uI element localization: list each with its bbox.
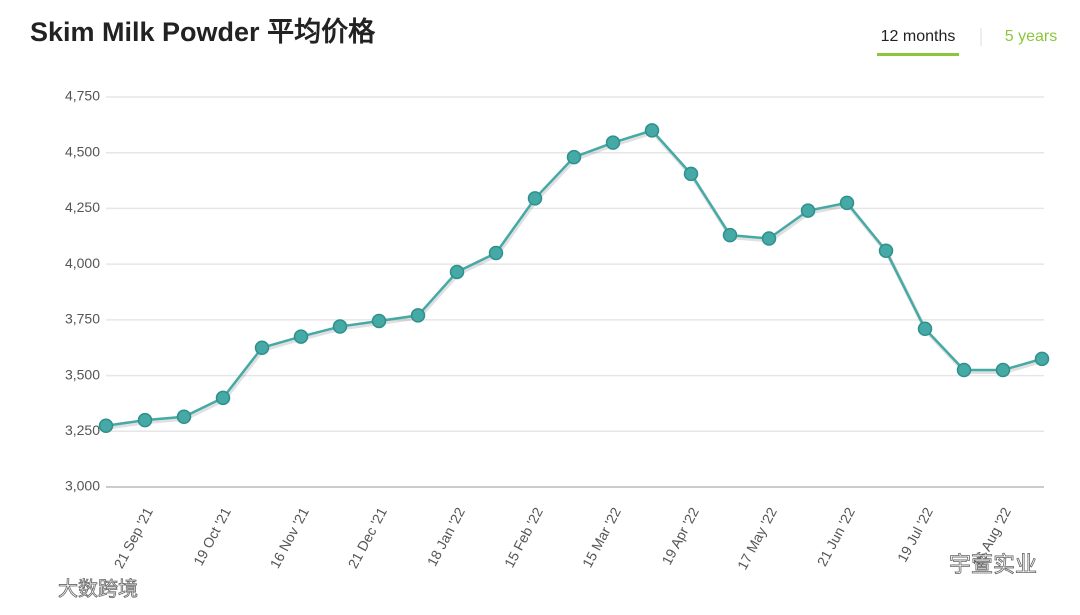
plot (98, 123, 1050, 433)
data-point (917, 321, 933, 337)
data-point (761, 231, 777, 246)
data-point (839, 195, 855, 211)
data-point (98, 418, 114, 433)
data-point (488, 245, 504, 261)
tab-5-years[interactable]: 5 years (1005, 28, 1057, 45)
line-shadow (106, 130, 1044, 430)
data-point (995, 362, 1011, 378)
data-point (176, 409, 192, 425)
x-tick-label: 19 Jul '22 (894, 504, 936, 564)
data-point (332, 319, 348, 334)
x-tick-label: 15 Feb '22 (501, 504, 546, 570)
tab-12-months[interactable]: 12 months (881, 28, 956, 45)
data-point (371, 313, 387, 329)
data-point (956, 362, 972, 378)
x-tick-label: 17 May '22 (734, 504, 780, 572)
data-point (878, 243, 894, 259)
data-point (605, 135, 621, 150)
grid: 3,000 3,250 3,500 3,750 4,000 4,250 4,500 4,750… (65, 88, 1044, 572)
y-tick-label: 4,250 (65, 199, 100, 215)
watermark: 大数跨境 (58, 577, 138, 600)
data-point (644, 123, 660, 138)
x-tick-label: 16 Nov '21 (267, 504, 312, 570)
x-tick-label: 21 Jun '22 (814, 504, 858, 568)
data-point (215, 390, 231, 406)
x-tick-label: 19 Apr '22 (658, 504, 702, 567)
x-tick-label: 21 Dec '21 (345, 504, 390, 570)
data-point (137, 412, 153, 428)
tab-underline (877, 53, 959, 56)
y-tick-label: 4,000 (65, 255, 100, 271)
data-point (1034, 351, 1050, 367)
data-point (449, 264, 465, 280)
x-tick-label: 21 Sep '21 (111, 504, 156, 570)
x-tick-label: 15 Mar '22 (579, 504, 624, 570)
x-tick-label: 19 Oct '21 (190, 504, 234, 568)
chart-title: Skim Milk Powder 平均价格 (30, 17, 376, 47)
data-point (722, 227, 738, 243)
watermark: 宇萱实业 (949, 552, 1037, 577)
data-point (254, 340, 270, 355)
data-point (683, 166, 699, 182)
y-tick-label: 3,250 (65, 422, 100, 438)
data-point (527, 191, 543, 206)
data-point (800, 203, 816, 218)
y-tick-label: 3,750 (65, 311, 100, 327)
data-point (410, 308, 426, 323)
x-tick-label: 18 Jan '22 (424, 504, 468, 568)
y-tick-label: 3,500 (65, 366, 100, 382)
y-tick-label: 3,000 (65, 478, 100, 494)
data-point (293, 329, 309, 344)
y-tick-label: 4,500 (65, 143, 100, 159)
y-tick-label: 4,750 (65, 88, 100, 104)
data-point (566, 149, 582, 165)
